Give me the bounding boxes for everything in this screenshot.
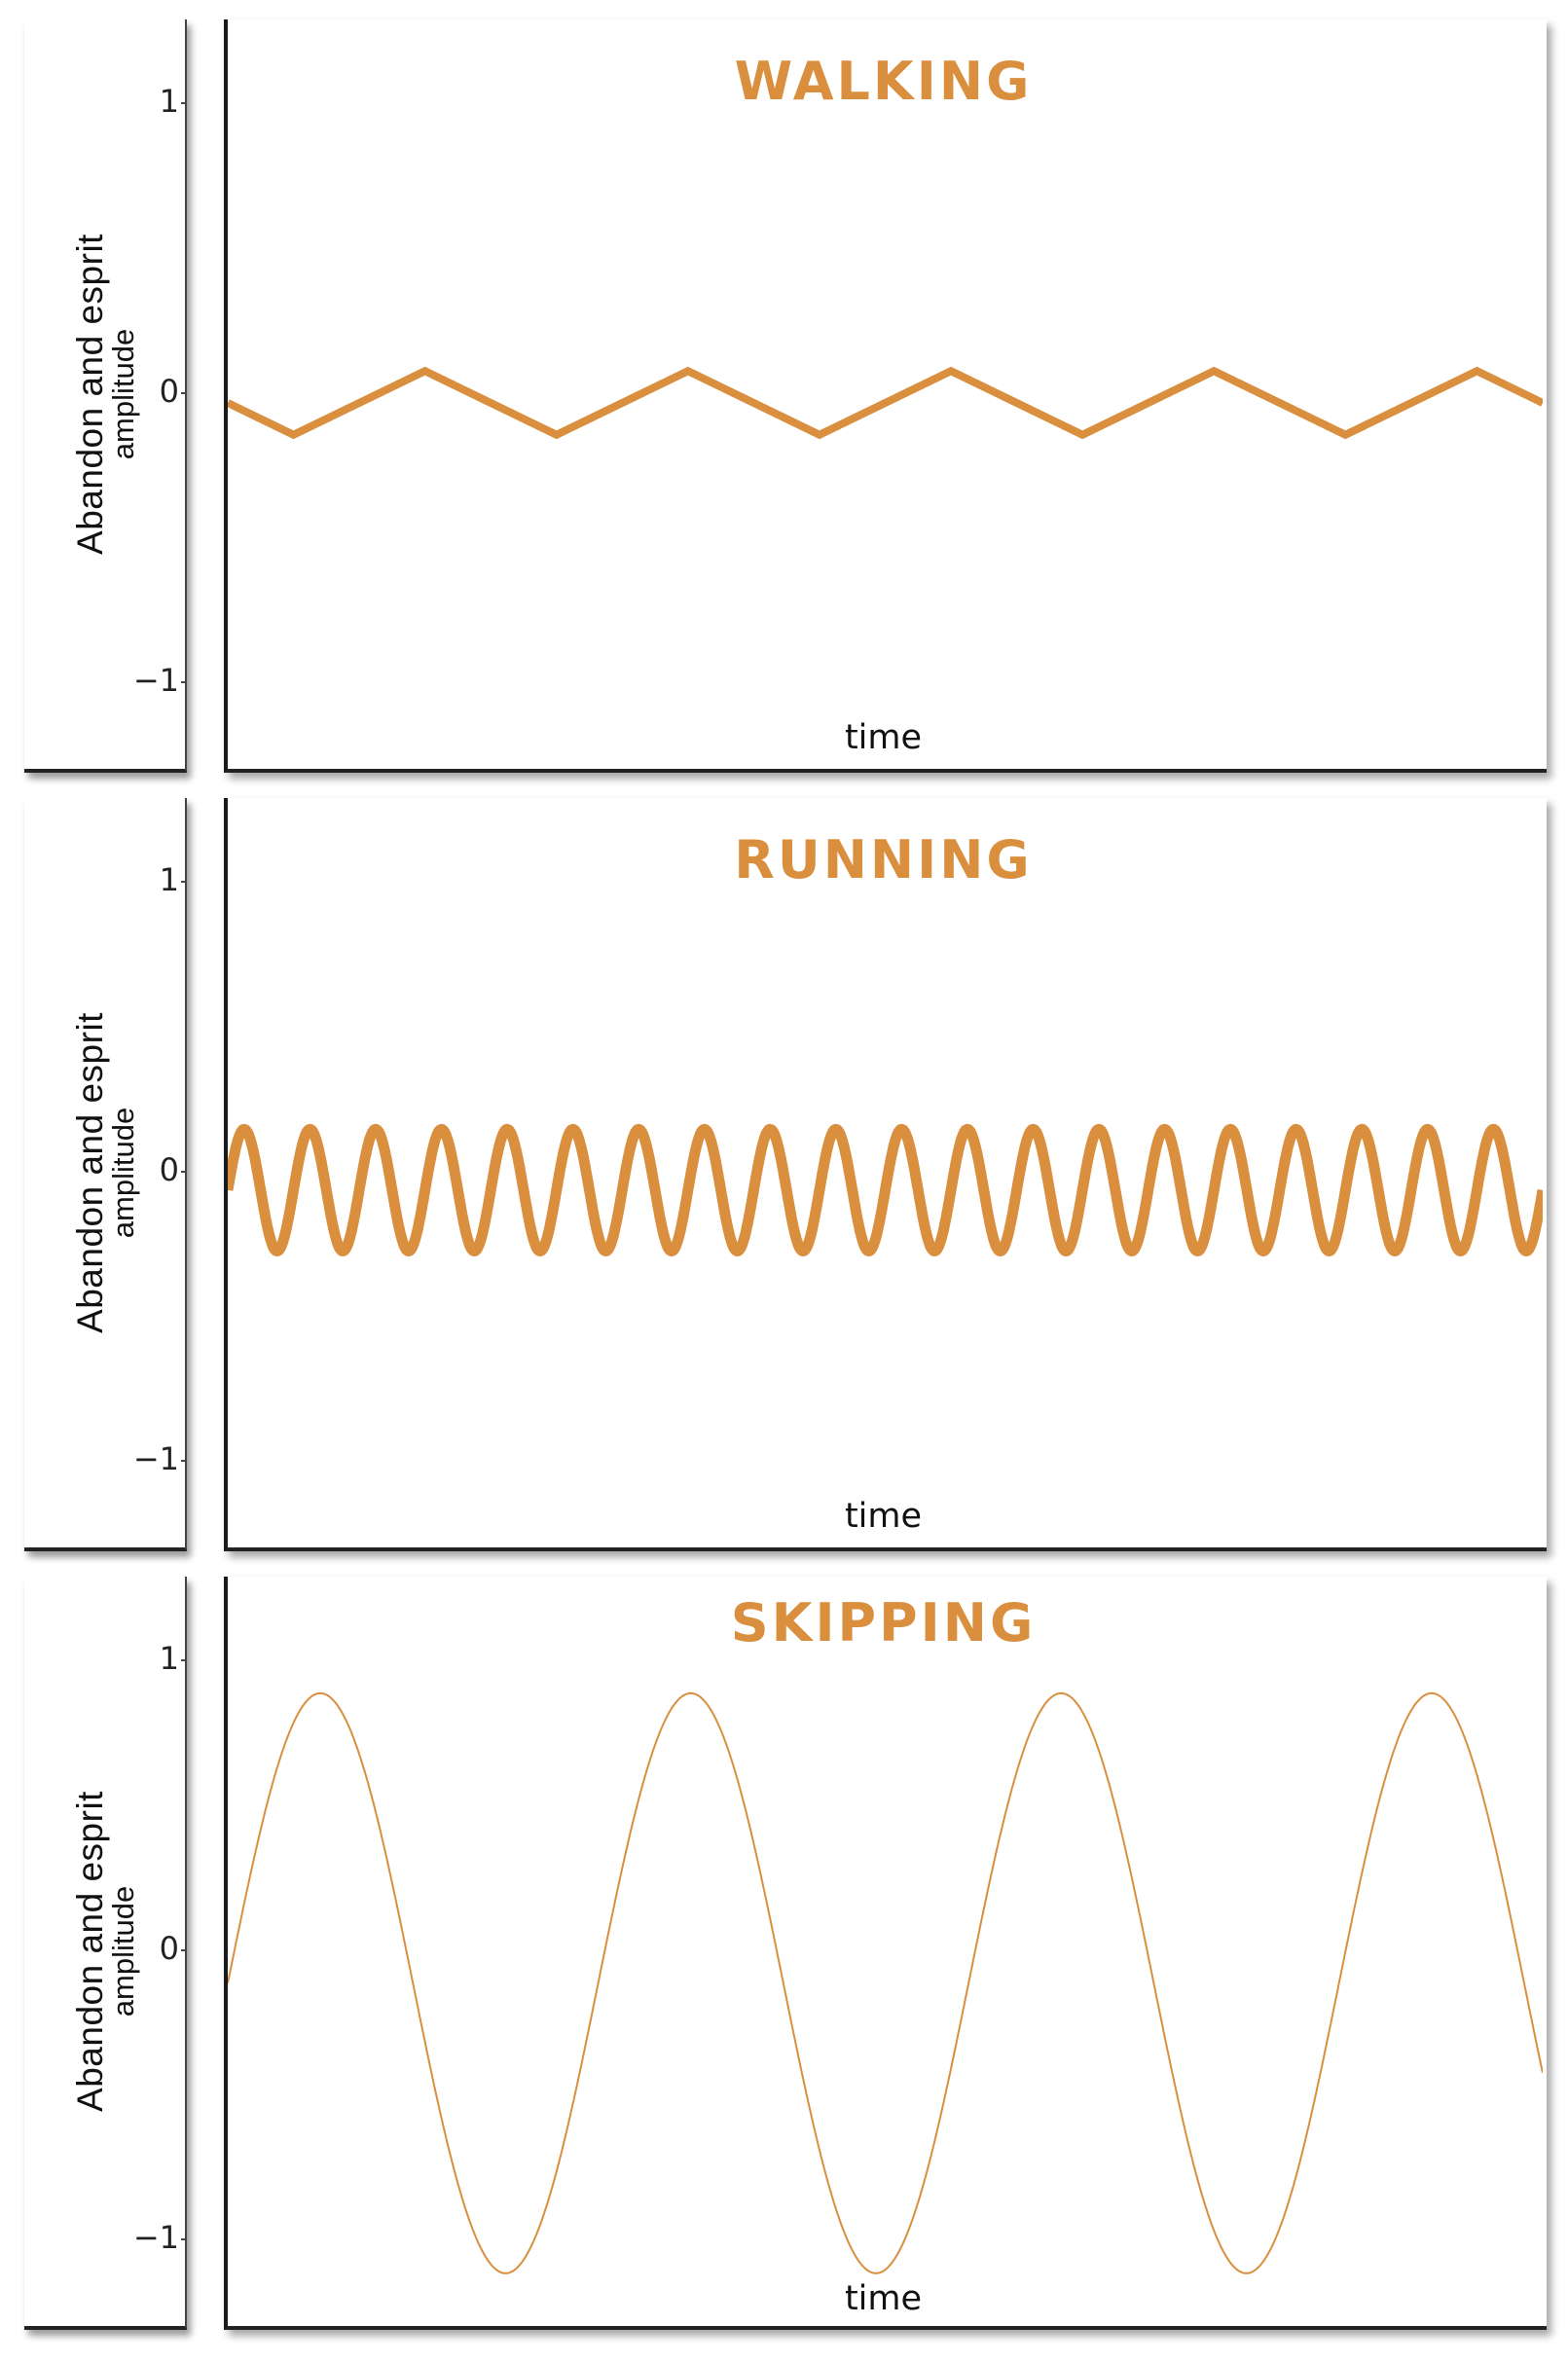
chart-title: RUNNING xyxy=(734,829,1033,890)
y-tick-label: 1 xyxy=(159,1640,179,1677)
y-tick-mark xyxy=(181,1460,187,1462)
chart-title: WALKING xyxy=(734,51,1033,112)
y-tick-label: 1 xyxy=(159,83,179,120)
plot-svg xyxy=(228,1123,1543,1257)
y-tick-mark xyxy=(181,1949,187,1951)
chart-panel-skipping: Abandon and esprit amplitude 1 0 −1 SKIP… xyxy=(0,1567,1568,2345)
plot-area xyxy=(224,19,1547,773)
y-tick-label: −1 xyxy=(132,2219,179,2256)
y-tick-mark xyxy=(181,2238,187,2240)
y-tick-label: 0 xyxy=(159,1151,179,1188)
y-tick-mark xyxy=(181,681,187,683)
y-tick-label: −1 xyxy=(132,662,179,699)
y-axis-box: Abandon and esprit amplitude xyxy=(24,798,187,1551)
y-axis-box: Abandon and esprit amplitude xyxy=(24,19,187,773)
y-tick-label: 0 xyxy=(159,1930,179,1967)
plot-svg xyxy=(228,366,1543,440)
plot-svg xyxy=(228,1691,1543,2274)
series-line xyxy=(228,1691,1543,2274)
y-tick-label: 0 xyxy=(159,373,179,410)
y-tick-label: 1 xyxy=(159,861,179,898)
y-tick-mark xyxy=(181,102,187,104)
x-axis-label: time xyxy=(844,1497,923,1536)
y-tick-mark xyxy=(181,881,187,883)
plot-area xyxy=(224,1577,1547,2330)
y-tick-mark xyxy=(181,1659,187,1661)
series-line xyxy=(228,1123,1543,1257)
series-line xyxy=(228,366,1543,440)
x-axis-label: time xyxy=(844,2279,923,2318)
chart-panel-walking: Abandon and esprit amplitude 1 0 −1 WALK… xyxy=(0,10,1568,788)
chart-title: SKIPPING xyxy=(730,1592,1037,1653)
y-tick-mark xyxy=(181,392,187,394)
x-axis-label: time xyxy=(844,718,923,757)
y-axis-box: Abandon and esprit amplitude xyxy=(24,1577,187,2330)
y-tick-label: −1 xyxy=(132,1440,179,1477)
y-tick-mark xyxy=(181,1171,187,1173)
chart-panel-running: Abandon and esprit amplitude 1 0 −1 RUNN… xyxy=(0,788,1568,1567)
